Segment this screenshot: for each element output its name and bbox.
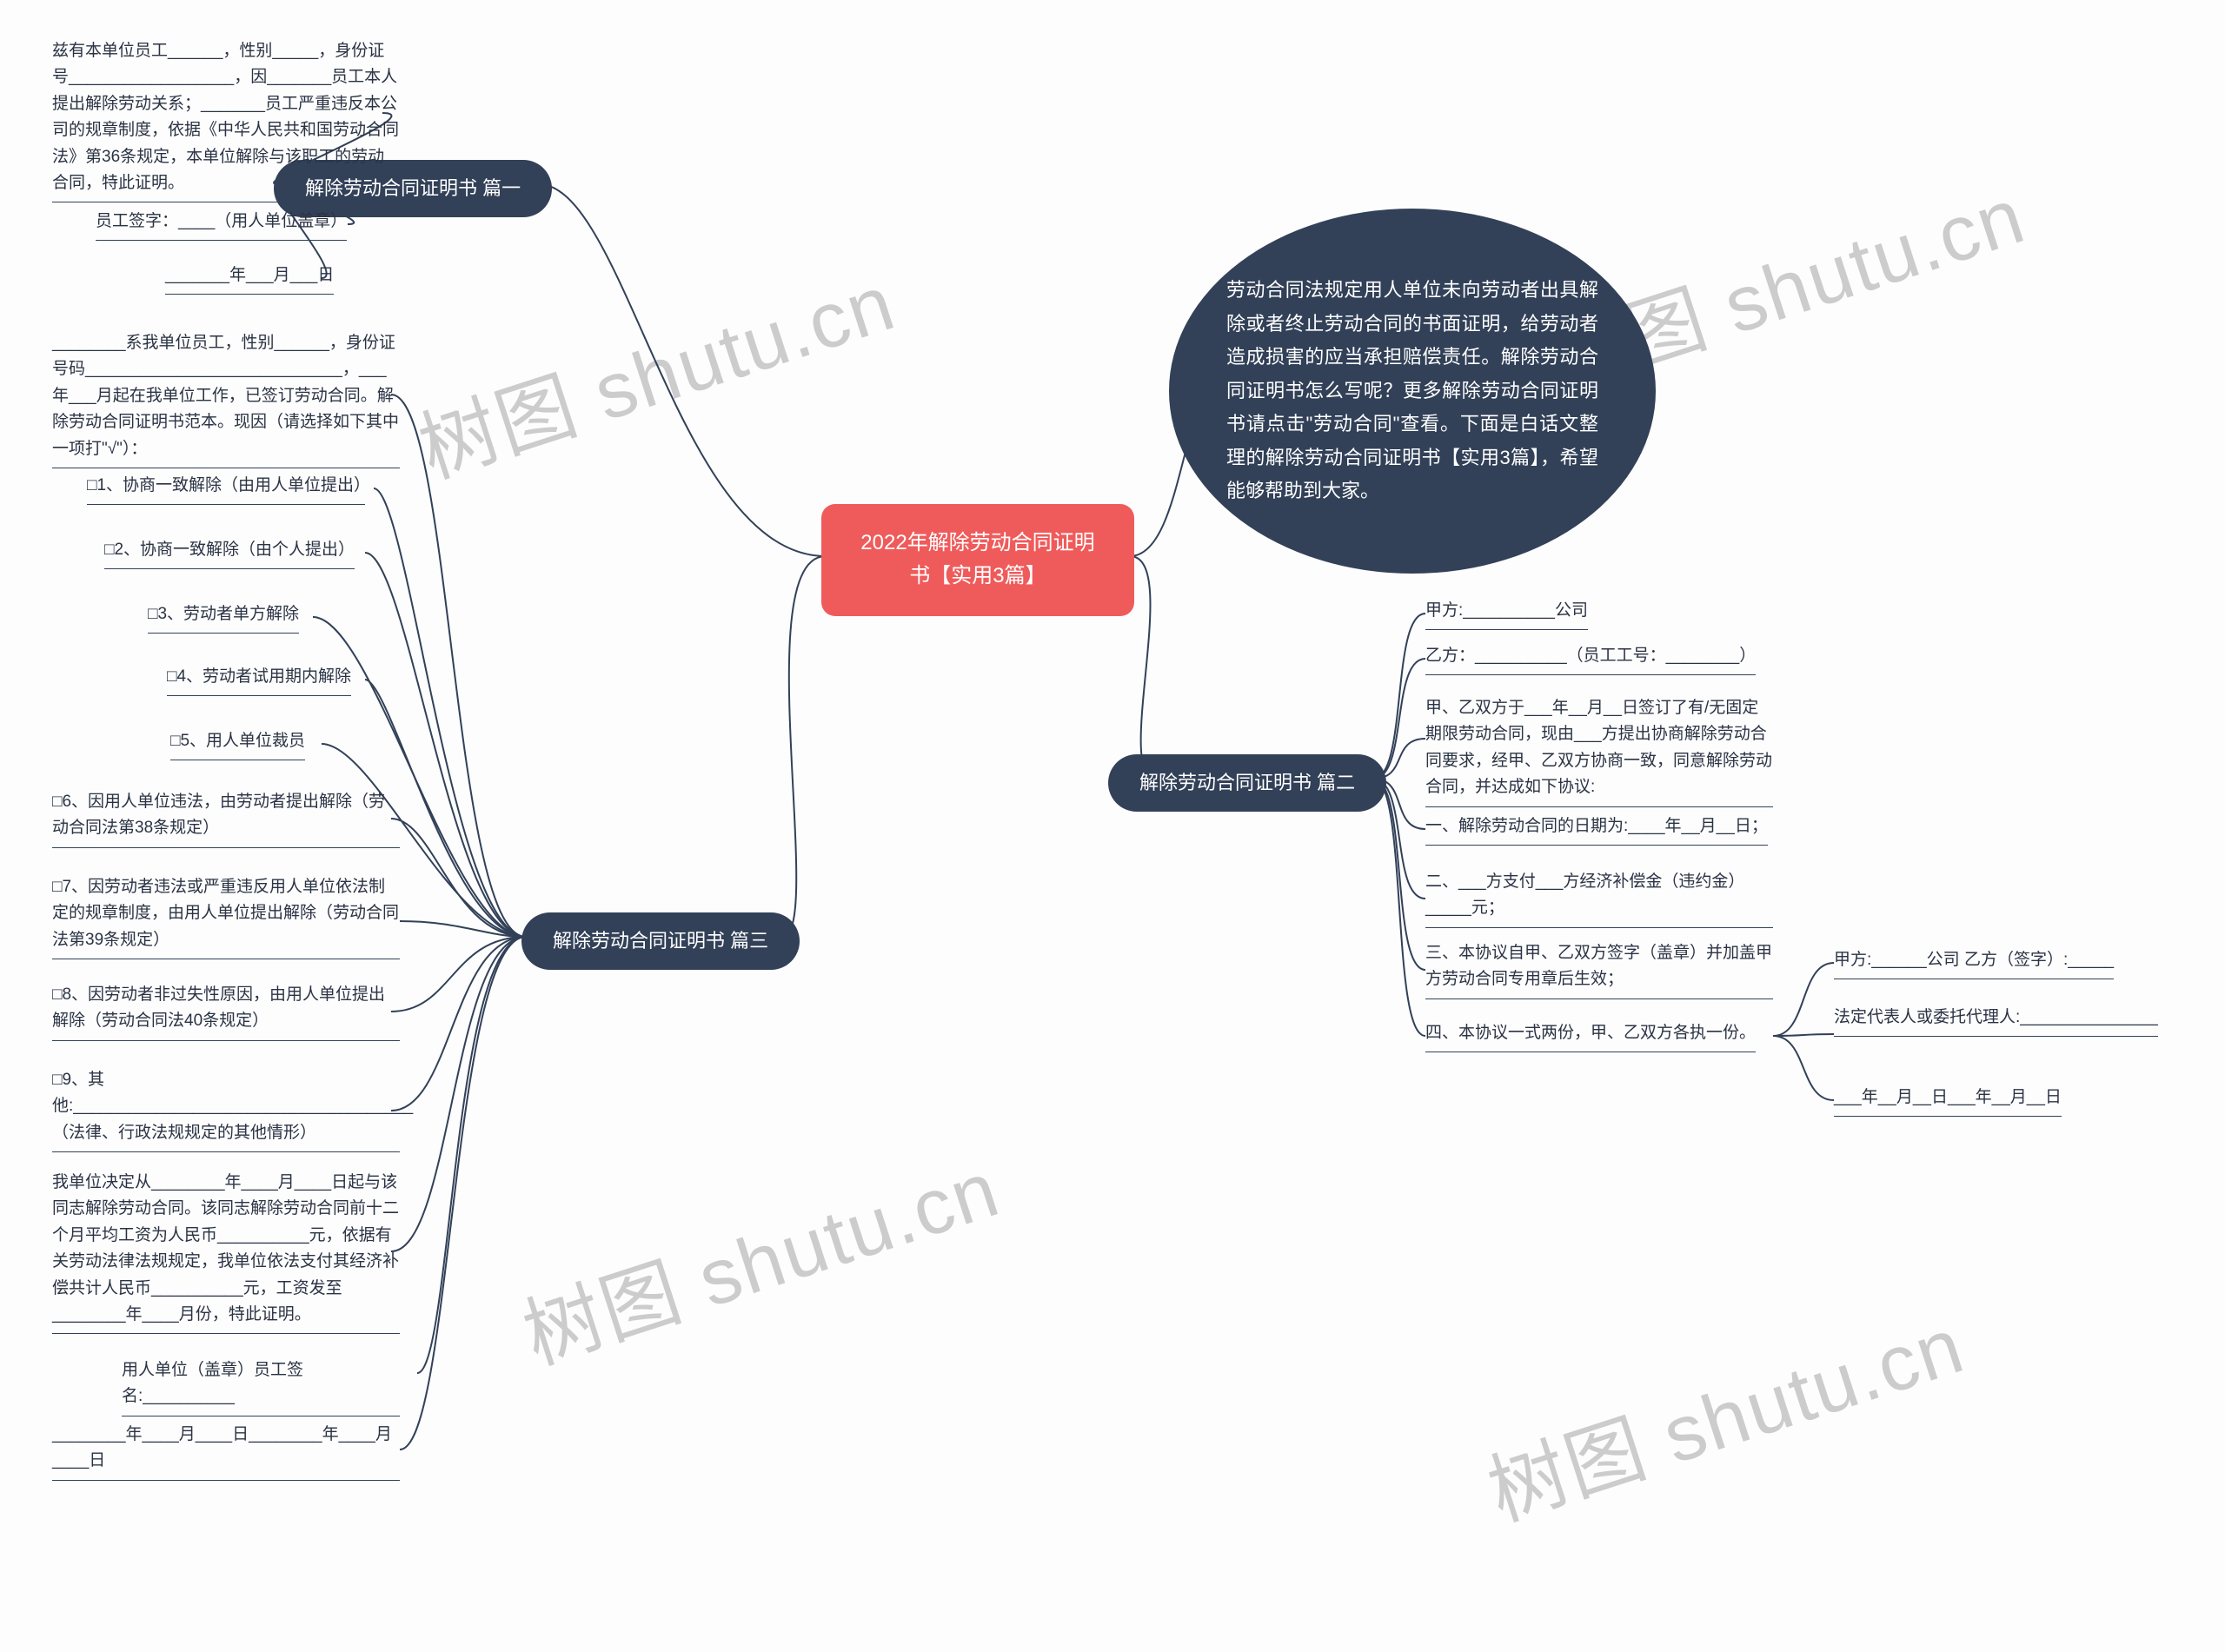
leaf-node[interactable]: 二、___方支付___方经济补偿金（违约金）_____元；: [1425, 869, 1773, 928]
leaf-node[interactable]: □2、协商一致解除（由个人提出）: [104, 537, 355, 569]
leaf-node[interactable]: ___年__月__日___年__月__日: [1834, 1085, 2062, 1117]
leaf-node[interactable]: 用人单位（盖章）员工签名:__________: [122, 1357, 400, 1416]
leaf-node[interactable]: 甲方:______公司 乙方（签字）:_____: [1834, 947, 2114, 979]
leaf-node[interactable]: ________年____月____日________年____月____日: [52, 1422, 400, 1481]
leaf-node[interactable]: □1、协商一致解除（由用人单位提出）: [87, 473, 365, 505]
leaf-node[interactable]: □7、因劳动者违法或严重违反用人单位依法制定的规章制度，由用人单位提出解除（劳动…: [52, 874, 400, 959]
watermark: 树图 shutu.cn: [1472, 1283, 1976, 1543]
leaf-node[interactable]: 甲、乙双方于___年__月__日签订了有/无固定期限劳动合同，现由___方提出协…: [1425, 695, 1773, 807]
leaf-node[interactable]: □5、用人单位裁员: [170, 728, 305, 760]
leaf-node[interactable]: 三、本协议自甲、乙双方签字（盖章）并加盖甲方劳动合同专用章后生效；: [1425, 940, 1773, 999]
intro-node[interactable]: 劳动合同法规定用人单位未向劳动者出具解除或者终止劳动合同的书面证明，给劳动者造成…: [1169, 209, 1656, 574]
watermark: 树图 shutu.cn: [508, 1126, 1012, 1386]
leaf-node[interactable]: 兹有本单位员工______，性别_____，身份证号______________…: [52, 38, 400, 202]
watermark: 树图 shutu.cn: [403, 240, 907, 500]
leaf-node[interactable]: 甲方:__________公司: [1425, 598, 1588, 630]
leaf-node[interactable]: □3、劳动者单方解除: [148, 601, 299, 634]
leaf-node[interactable]: 乙方：__________（员工工号：________）: [1425, 643, 1756, 675]
mindmap-canvas: 树图 shutu.cn 树图 shutu.cn 树图 shutu.cn 树图 s…: [0, 0, 2225, 1652]
root-node[interactable]: 2022年解除劳动合同证明书【实用3篇】: [821, 504, 1134, 616]
leaf-node[interactable]: □8、因劳动者非过失性原因，由用人单位提出解除（劳动合同法40条规定）: [52, 982, 400, 1041]
leaf-node[interactable]: 一、解除劳动合同的日期为:____年__月__日；: [1425, 813, 1768, 846]
branch-piece-3[interactable]: 解除劳动合同证明书 篇三: [521, 912, 800, 970]
leaf-node[interactable]: ________系我单位员工，性别______，身份证号码___________…: [52, 330, 400, 468]
leaf-node[interactable]: □6、因用人单位违法，由劳动者提出解除（劳动合同法第38条规定）: [52, 789, 400, 848]
branch-piece-2[interactable]: 解除劳动合同证明书 篇二: [1108, 754, 1386, 812]
leaf-node[interactable]: _______年___月___日: [165, 262, 334, 295]
leaf-node[interactable]: □9、其他:__________________________________…: [52, 1067, 400, 1152]
leaf-node[interactable]: □4、劳动者试用期内解除: [167, 664, 351, 696]
intro-text: 劳动合同法规定用人单位未向劳动者出具解除或者终止劳动合同的书面证明，给劳动者造成…: [1226, 274, 1598, 508]
leaf-node[interactable]: 四、本协议一式两份，甲、乙双方各执一份。: [1425, 1020, 1756, 1052]
leaf-node[interactable]: 我单位决定从________年____月____日起与该同志解除劳动合同。该同志…: [52, 1170, 400, 1334]
leaf-node[interactable]: 员工签字：____（用人单位盖章）: [96, 209, 347, 241]
leaf-node[interactable]: 法定代表人或委托代理人:_______________: [1834, 1005, 2158, 1037]
